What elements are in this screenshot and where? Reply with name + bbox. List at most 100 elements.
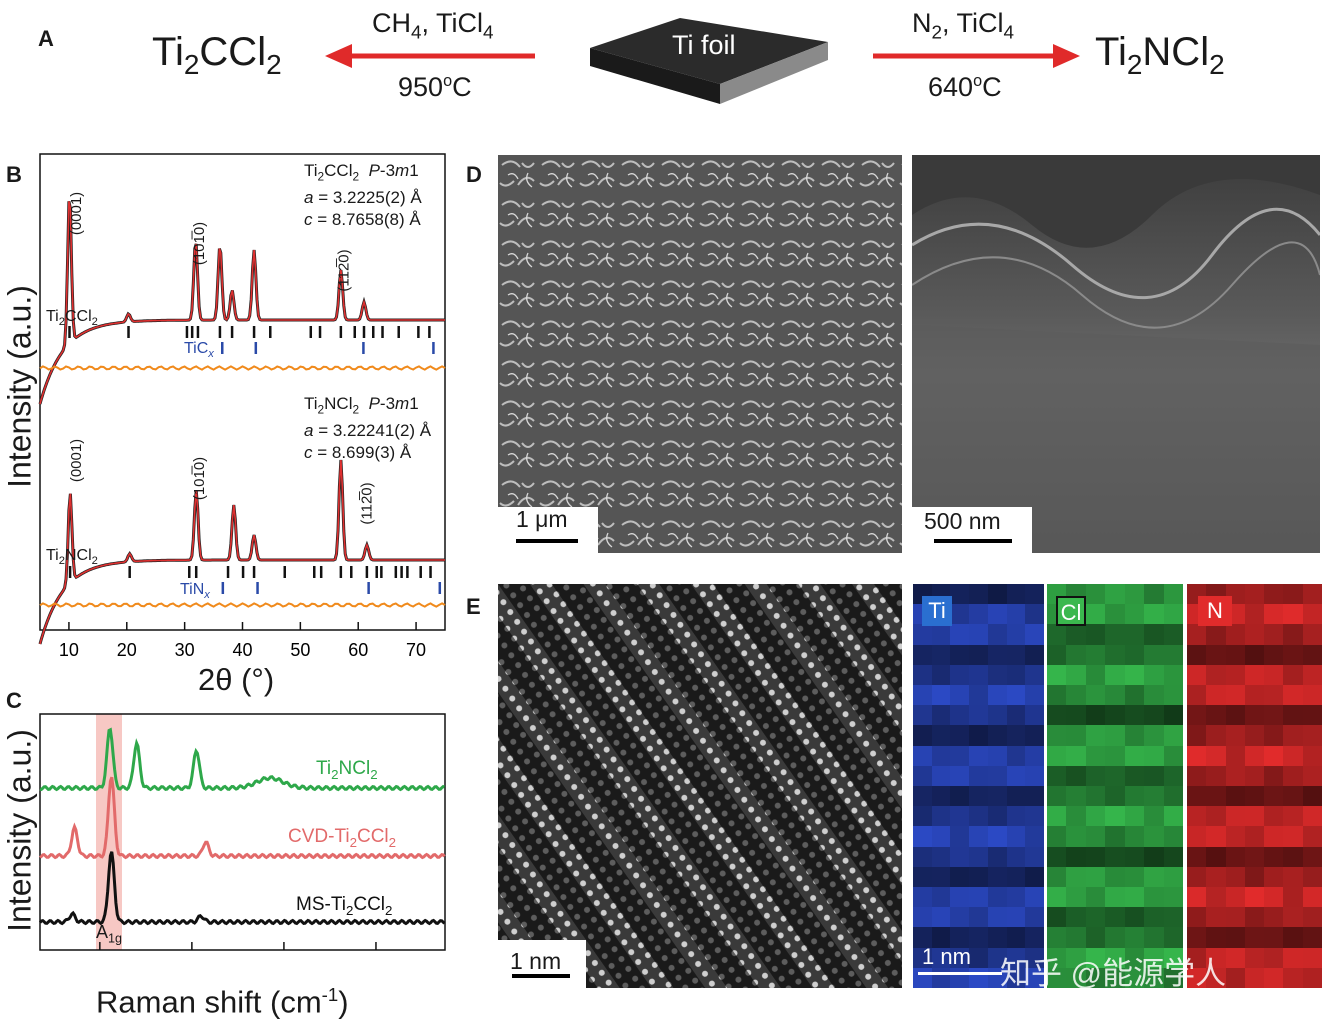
eds-pixel <box>913 887 933 909</box>
right-temp-label: 640oC <box>928 72 1002 102</box>
eds-pixel <box>1105 806 1126 828</box>
eds-pixel <box>1163 806 1183 828</box>
eds-pixel <box>1206 887 1226 909</box>
eds-pixel <box>1225 705 1246 727</box>
eds-pixel <box>1066 806 1087 828</box>
eds-pixel <box>969 765 989 788</box>
eds-pixel <box>931 806 951 828</box>
eds-pixel <box>1124 887 1145 909</box>
lower-a-param: a = 3.22241(2) Å <box>304 421 432 441</box>
eds-pixel <box>1144 846 1164 868</box>
eds-pixel <box>1283 584 1304 606</box>
eds-pixel <box>1066 745 1087 767</box>
raman-x-tick-label: 200 <box>83 959 116 960</box>
eds-pixel <box>1144 806 1164 828</box>
eds-pixel <box>1085 584 1106 606</box>
eds-pixel <box>1124 765 1145 788</box>
eds-pixel <box>1283 866 1304 889</box>
eds-pixel <box>1105 786 1126 808</box>
eds-pixel <box>1264 604 1284 626</box>
xrd-x-tick-label: 50 <box>290 640 310 660</box>
eds-pixel <box>950 907 970 929</box>
eds-pixel <box>913 826 933 848</box>
eds-pixel <box>1144 604 1164 626</box>
eds-pixel <box>1124 866 1145 889</box>
eds-pixel <box>1283 907 1304 929</box>
eds-pixel <box>969 826 989 848</box>
eds-pixel <box>1105 705 1126 727</box>
eds-pixel <box>1124 725 1145 747</box>
raman-curve-CVD-Ti2CCl2 <box>39 776 446 860</box>
eds-pixel <box>1006 664 1026 687</box>
eds-pixel <box>1085 786 1106 808</box>
eds-pixel <box>1244 806 1265 828</box>
eds-pixel <box>969 685 989 707</box>
eds-pixel <box>1006 826 1026 848</box>
eds-pixel <box>1244 846 1265 868</box>
eds-map-ti <box>913 584 1044 988</box>
eds-pixel <box>1085 604 1106 626</box>
sem-right-scale-bar <box>934 539 1012 543</box>
eds-pixel <box>1283 826 1304 848</box>
eds-pixel <box>931 765 951 788</box>
eds-pixel <box>1302 725 1322 747</box>
eds-pixel <box>950 624 970 646</box>
raman-x-axis-label: Raman shift (cm-1) <box>96 984 349 1020</box>
eds-pixel <box>1244 947 1265 969</box>
eds-pixel <box>987 927 1007 949</box>
eds-pixel <box>1105 765 1126 788</box>
eds-pixel <box>1047 967 1067 988</box>
eds-pixel <box>1066 644 1087 666</box>
left-arrow <box>325 44 535 68</box>
upper-c-param: c = 8.7658(8) Å <box>304 210 421 230</box>
eds-pixel <box>1066 866 1087 889</box>
watermark: 知乎 @能源学人 <box>1000 956 1227 991</box>
eds-pixel <box>1105 826 1126 848</box>
eds-pixel <box>1144 765 1164 788</box>
eds-pixel <box>1187 866 1207 889</box>
eds-pixel <box>969 887 989 909</box>
eds-pixel <box>1047 705 1067 727</box>
eds-pixel <box>1066 927 1087 949</box>
eds-pixel <box>1144 584 1164 606</box>
eds-pixel <box>987 866 1007 889</box>
eds-pixel <box>1144 644 1164 666</box>
eds-pixel <box>1124 826 1145 848</box>
eds-pixel <box>1244 664 1265 687</box>
eds-pixel <box>1144 866 1164 889</box>
eds-pixel <box>1006 644 1026 666</box>
eds-pixel <box>1244 624 1265 646</box>
haadf-lattice <box>498 584 902 988</box>
eds-pixel <box>1187 725 1207 747</box>
eds-pixel <box>950 786 970 808</box>
eds-pixel <box>1124 644 1145 666</box>
xrd-lower-fit <box>39 459 445 645</box>
eds-pixel <box>987 806 1007 828</box>
raman-curves <box>38 727 446 926</box>
eds-pixel <box>1124 927 1145 949</box>
raman-x-tick-label: 600 <box>267 959 300 960</box>
eds-pixel <box>1085 664 1106 687</box>
eds-pixel <box>1187 826 1207 848</box>
eds-pixel <box>1206 644 1226 666</box>
eds-pixel <box>969 806 989 828</box>
eds-pixel <box>1006 786 1026 808</box>
eds-pixel <box>1085 866 1106 889</box>
sem-right-scale-label: 500 nm <box>924 508 1001 534</box>
eds-pixel <box>1206 745 1226 767</box>
raman-series-cvd: CVD-Ti2CCl2 <box>288 826 397 850</box>
eds-pixel <box>969 846 989 868</box>
eds-pixel <box>1006 725 1026 747</box>
eds-pixel <box>1302 745 1322 767</box>
eds-pixel <box>913 624 933 646</box>
eds-pixel <box>1206 866 1226 889</box>
eds-pixel <box>1302 705 1322 727</box>
eds-pixel <box>1025 866 1044 889</box>
eds-pixel <box>913 705 933 727</box>
eds-pixel <box>913 664 933 687</box>
eds-pixel <box>1225 826 1246 848</box>
eds-pixel <box>1047 624 1067 646</box>
eds-pixel <box>1144 907 1164 929</box>
eds-pixel <box>1264 826 1284 848</box>
eds-pixel <box>1163 725 1183 747</box>
